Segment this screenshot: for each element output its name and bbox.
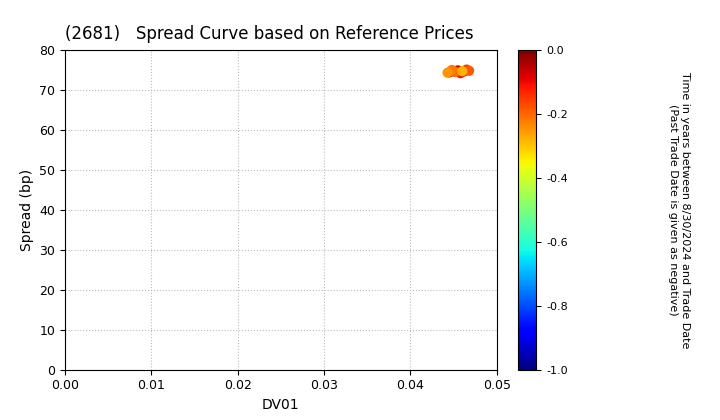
Point [464,67,475,74]
Point [444,69,455,76]
Point [449,68,461,75]
Y-axis label: Spread (bp): Spread (bp) [19,169,34,251]
Point [448,68,459,74]
Point [456,68,468,74]
X-axis label: DV01: DV01 [262,398,300,412]
Point [461,66,472,73]
Point [455,70,467,76]
Point [442,69,454,76]
Point [458,68,469,75]
Text: (2681)   Spread Curve based on Reference Prices: (2681) Spread Curve based on Reference P… [65,25,474,43]
Point [452,67,464,74]
Point [446,67,458,74]
Y-axis label: Time in years between 8/30/2024 and Trade Date
(Past Trade Date is given as nega: Time in years between 8/30/2024 and Trad… [668,72,690,348]
